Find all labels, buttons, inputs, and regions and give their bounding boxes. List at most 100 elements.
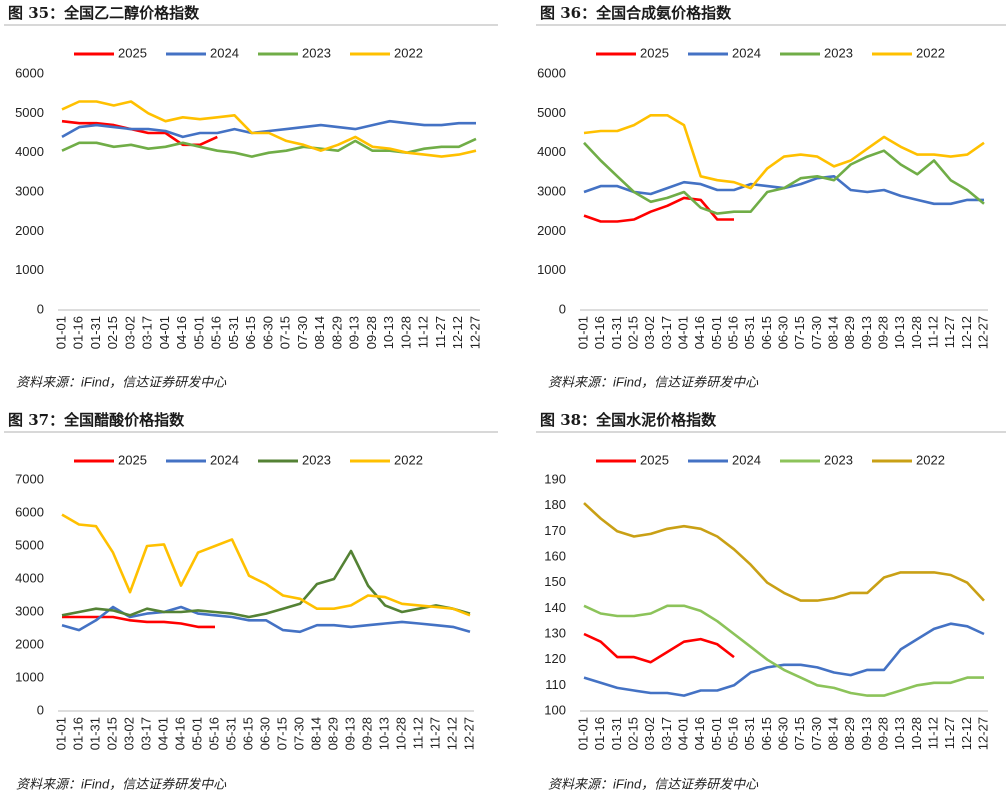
x-tick-label: 05-31 [223,717,238,750]
y-tick-label: 110 [545,677,566,692]
x-tick-label: 03-02 [121,717,136,750]
x-tick-label: 11-27 [942,316,957,348]
x-tick-label: 12-27 [975,717,990,750]
series-line [583,632,735,664]
x-tick-label: 01-31 [88,316,103,349]
series-line [583,622,985,697]
legend-label: 2023 [824,452,853,467]
x-tick-label: 06-30 [257,717,272,750]
x-tick-label: 08-29 [842,316,857,349]
y-tick-label: 4000 [537,144,566,159]
x-tick-label: 10-28 [398,316,413,349]
y-tick-label: 7000 [15,471,44,486]
y-tick-label: 5000 [537,105,566,120]
series-line [583,196,734,223]
y-tick-label: 5000 [15,537,44,552]
legend-label: 2024 [210,452,239,467]
x-tick-label: 01-01 [575,717,590,750]
x-tick-label: 05-31 [742,717,757,750]
x-tick-label: 05-16 [206,717,221,750]
x-tick-label: 11-27 [433,316,448,348]
x-tick-label: 05-16 [725,717,740,750]
x-tick-label: 11-27 [942,717,957,749]
x-tick-label: 03-02 [642,316,657,349]
y-tick-label: 100 [544,702,566,717]
legend-label: 2025 [118,452,147,467]
series-line [62,615,215,629]
x-tick-label: 08-14 [825,717,840,750]
x-tick-label: 01-16 [71,316,86,349]
x-tick-label: 11-12 [925,717,940,749]
x-tick-label: 09-13 [347,316,362,349]
x-tick-label: 09-13 [859,717,874,750]
series-line [61,100,477,158]
y-tick-label: 120 [544,651,566,666]
x-tick-label: 07-15 [792,316,807,349]
source-note: 资料来源：iFind，信达证券研发中心 [548,776,759,791]
y-tick-label: 5000 [15,105,44,120]
legend-label: 2022 [916,45,945,60]
x-tick-label: 01-31 [87,717,102,750]
chart-title: 图 38：全国水泥价格指数 [540,411,717,429]
y-tick-label: 4000 [15,570,44,585]
x-tick-label: 04-16 [692,717,707,750]
series-line [61,119,476,139]
source-note: 资料来源：iFind，信达证券研发中心 [16,776,227,791]
x-tick-label: 01-01 [53,717,68,750]
x-tick-label: 04-16 [692,316,707,349]
x-tick-label: 08-14 [312,316,327,349]
y-tick-label: 1000 [15,669,44,684]
x-tick-label: 03-17 [659,717,674,750]
x-tick-label: 12-27 [467,316,482,349]
y-tick-label: 6000 [15,504,44,519]
legend-label: 2023 [302,45,331,60]
x-tick-label: 01-31 [609,717,624,750]
x-tick-label: 09-13 [859,316,874,349]
x-tick-label: 11-12 [416,316,431,348]
x-tick-label: 03-17 [659,316,674,349]
y-tick-label: 6000 [537,65,566,80]
x-tick-label: 02-15 [104,717,119,750]
x-tick-label: 12-12 [444,717,459,750]
x-tick-label: 08-29 [842,717,857,750]
y-tick-label: 140 [544,600,566,615]
x-tick-label: 08-14 [308,717,323,750]
legend-label: 2022 [394,452,423,467]
series-line [583,604,984,697]
x-tick-label: 11-12 [925,316,940,348]
legend-label: 2024 [210,45,239,60]
x-tick-label: 04-01 [675,717,690,750]
y-tick-label: 2000 [537,223,566,238]
x-tick-label: 05-31 [742,316,757,349]
y-tick-label: 4000 [15,144,44,159]
x-tick-label: 01-16 [70,717,85,750]
legend-label: 2024 [732,452,761,467]
y-tick-label: 3000 [537,183,566,198]
y-tick-label: 0 [37,301,44,316]
x-tick-label: 09-28 [875,717,890,750]
x-tick-label: 06-30 [260,316,275,349]
x-tick-label: 06-15 [759,316,774,349]
x-tick-label: 10-28 [393,717,408,750]
x-tick-label: 05-01 [709,717,724,750]
y-tick-label: 190 [544,471,566,486]
x-tick-label: 04-16 [174,316,189,349]
legend-label: 2023 [302,452,331,467]
x-tick-label: 09-28 [875,316,890,349]
x-tick-label: 09-28 [359,717,374,750]
legend-label: 2023 [824,45,853,60]
x-tick-label: 03-17 [138,717,153,750]
source-note: 资料来源：iFind，信达证券研发中心 [16,374,227,389]
source-note: 资料来源：iFind，信达证券研发中心 [548,374,759,389]
x-tick-label: 10-28 [909,316,924,349]
x-tick-label: 12-27 [975,316,990,349]
y-tick-label: 160 [544,548,566,563]
x-tick-label: 05-01 [191,316,206,349]
x-tick-label: 06-15 [759,717,774,750]
x-tick-label: 05-31 [226,316,241,349]
x-tick-label: 01-16 [592,717,607,750]
x-tick-label: 06-15 [243,316,258,349]
x-tick-label: 12-27 [461,717,476,750]
x-tick-label: 01-01 [575,316,590,349]
legend-label: 2025 [640,452,669,467]
